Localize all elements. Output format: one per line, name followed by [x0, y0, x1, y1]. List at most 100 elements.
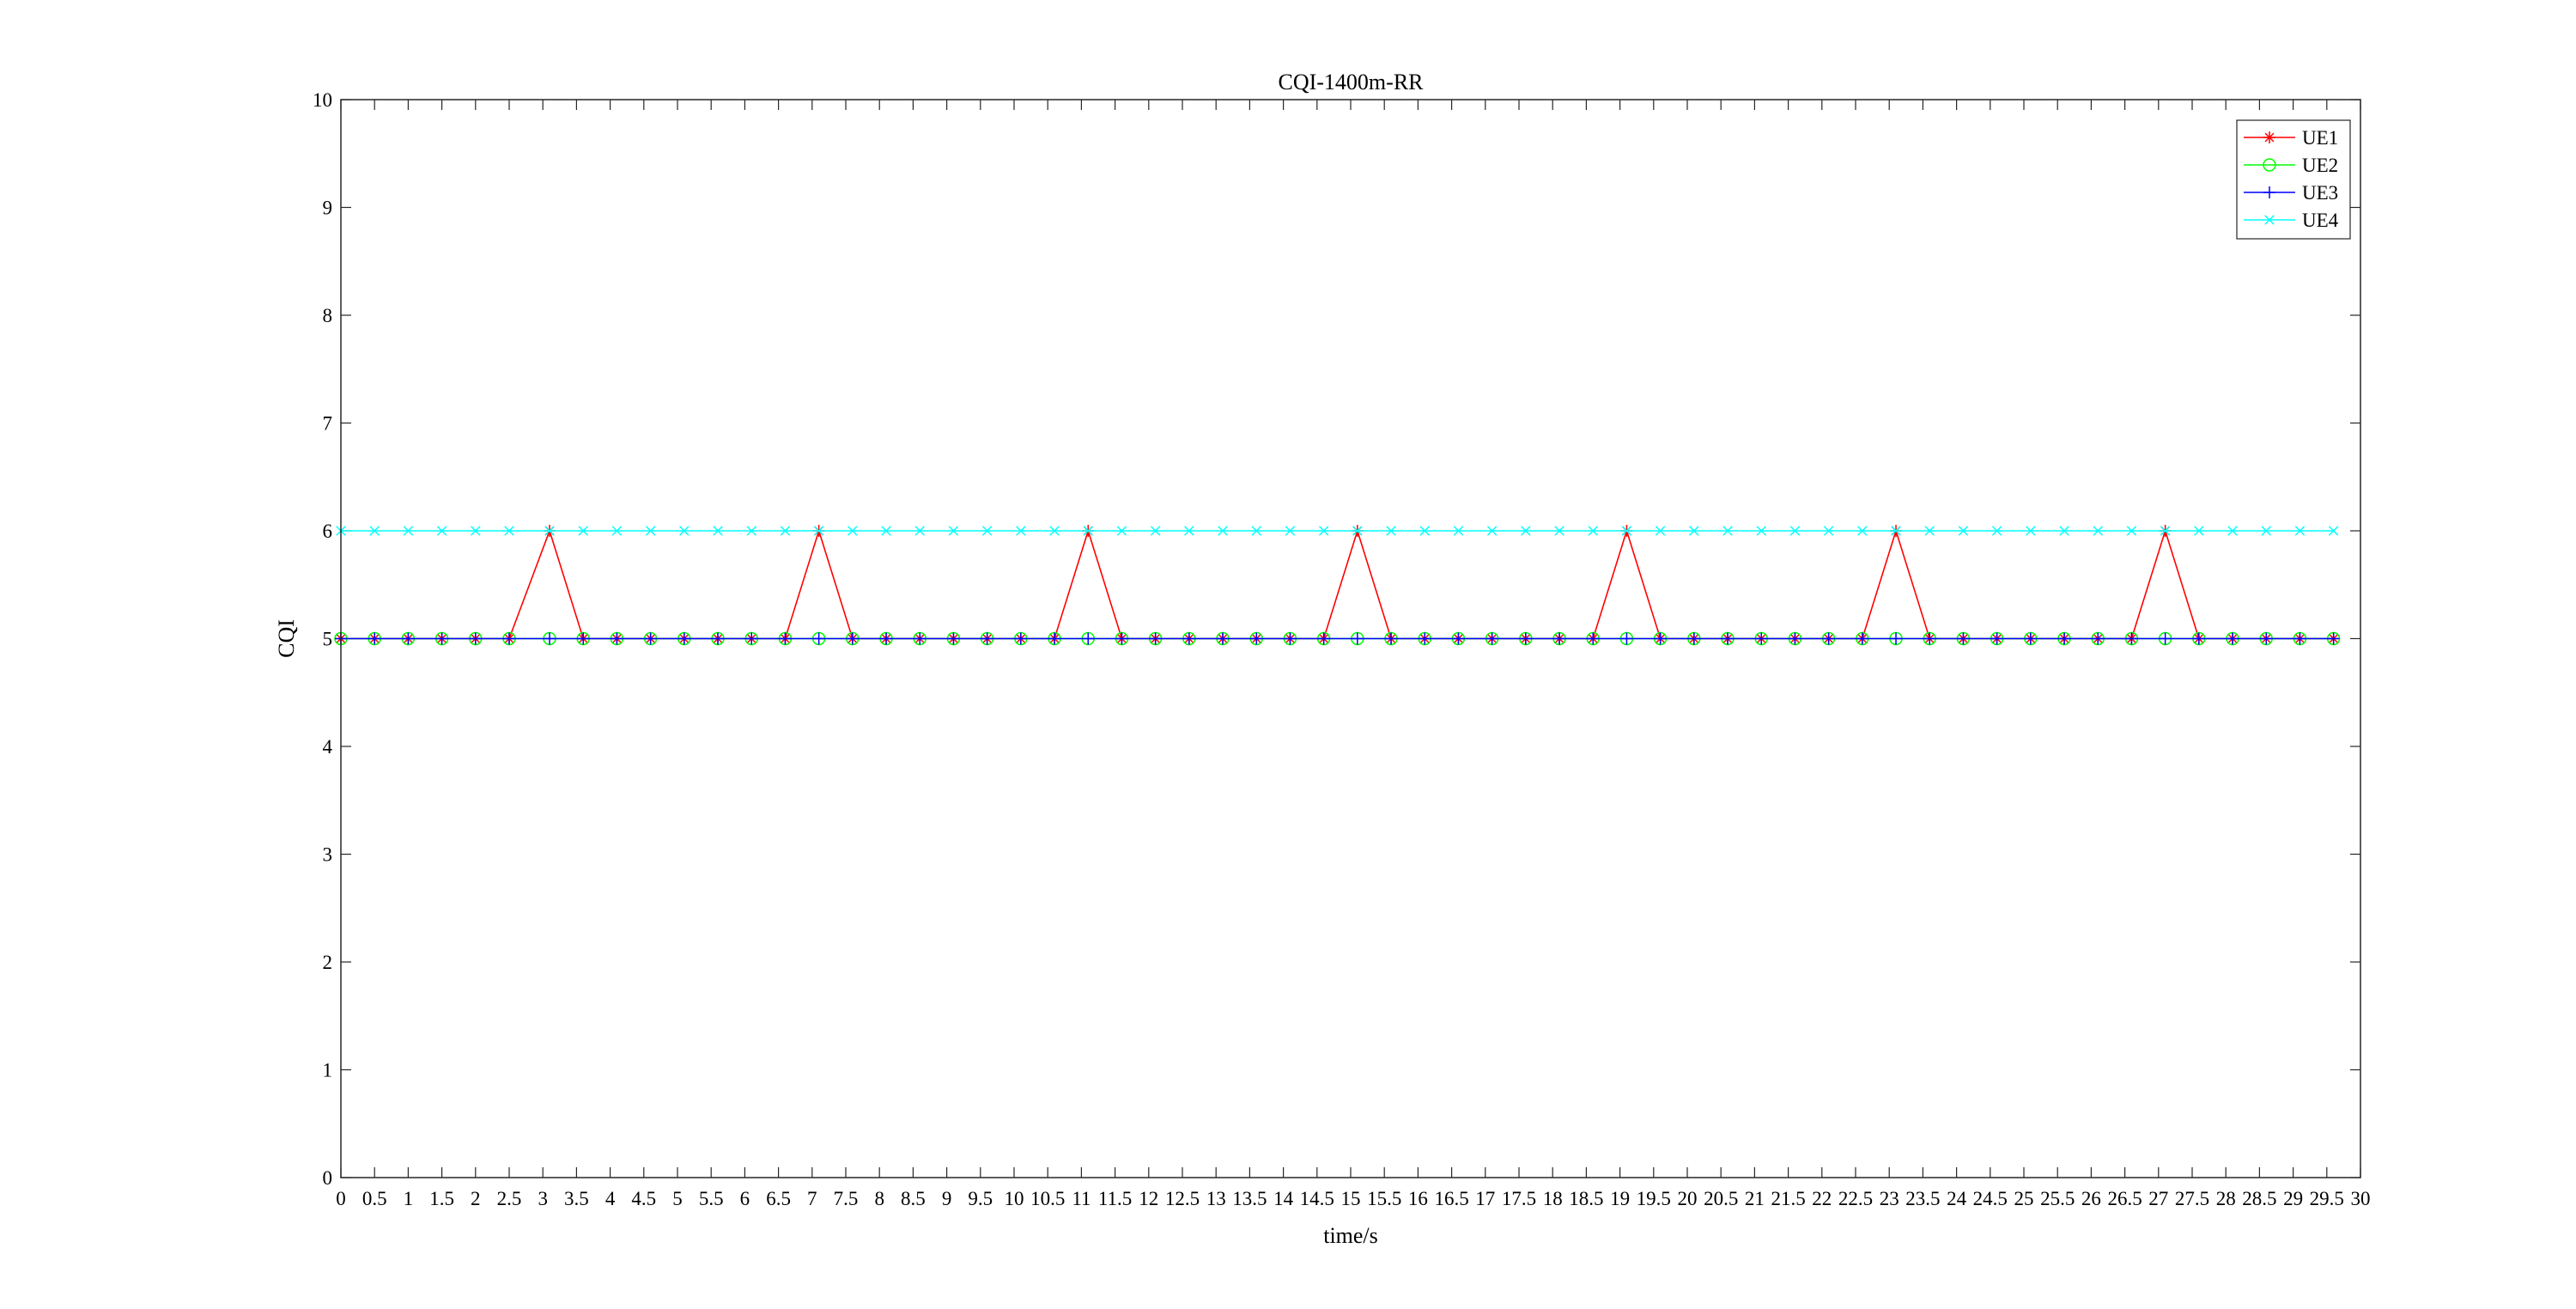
data-point-ue3 — [1654, 632, 1667, 645]
x-tick-label: 20 — [1678, 1188, 1698, 1209]
x-tick-label: 11.5 — [1098, 1188, 1132, 1209]
x-tick-label: 22 — [1812, 1188, 1832, 1209]
data-point-ue4 — [1251, 526, 1262, 536]
data-point-ue4 — [2294, 526, 2306, 536]
x-tick-label: 0 — [336, 1188, 346, 1209]
data-point-ue3 — [1385, 632, 1398, 645]
data-point-ue3 — [1250, 632, 1263, 645]
data-point-ue4 — [1655, 526, 1666, 536]
data-point-ue3 — [981, 632, 993, 645]
data-point-ue4 — [1419, 526, 1431, 536]
legend-entry-ue4: UE4 — [2244, 210, 2339, 231]
x-tick-label: 17 — [1475, 1188, 1495, 1209]
data-point-ue4 — [1049, 526, 1060, 536]
data-point-ue4 — [914, 526, 926, 536]
data-point-ue3 — [2227, 632, 2239, 645]
data-point-ue4 — [981, 526, 993, 536]
x-tick-label: 12.5 — [1165, 1188, 1200, 1209]
x-tick-label: 10.5 — [1030, 1188, 1065, 1209]
x-tick-label: 25.5 — [2040, 1188, 2075, 1209]
legend-marker-ue4 — [2264, 215, 2275, 225]
x-tick-label: 4.5 — [631, 1188, 656, 1209]
data-point-ue3 — [1284, 632, 1297, 645]
data-point-ue4 — [2261, 526, 2272, 536]
legend: UE1 UE2 UE3 UE4 — [2236, 119, 2351, 240]
data-point-ue4 — [436, 526, 447, 536]
data-point-ue3 — [1587, 632, 1600, 645]
y-tick-label: 6 — [323, 521, 333, 542]
data-point-ue3 — [1856, 632, 1868, 645]
series-ue3 — [335, 632, 2340, 645]
data-point-ue4 — [1150, 526, 1161, 536]
legend-marker-ue3 — [2263, 186, 2275, 198]
data-point-ue4 — [1453, 526, 1464, 536]
data-point-ue4 — [1924, 526, 1935, 536]
data-point-ue4 — [1521, 526, 1531, 536]
y-axis-label: CQI — [274, 619, 299, 658]
x-tick-label: 19.5 — [1637, 1188, 1671, 1209]
data-point-ue4 — [1689, 526, 1699, 536]
data-point-ue3 — [1755, 632, 1768, 645]
data-point-ue3 — [846, 632, 859, 645]
data-point-ue3 — [1923, 632, 1936, 645]
data-point-ue4 — [1588, 526, 1599, 536]
y-tick-label: 3 — [323, 844, 333, 866]
x-tick-label: 9.5 — [968, 1188, 993, 1209]
x-tick-label: 8.5 — [901, 1188, 926, 1209]
data-point-ue3 — [712, 632, 725, 645]
data-point-ue3 — [1082, 632, 1095, 645]
data-point-ue3 — [2192, 632, 2205, 645]
x-tick-label: 18 — [1543, 1188, 1563, 1209]
chart-title: CQI-1400m-RR — [1279, 70, 1425, 94]
data-point-ue3 — [1317, 632, 1330, 645]
series-layer — [334, 525, 2341, 646]
data-point-ue3 — [1452, 632, 1465, 645]
data-point-ue3 — [1722, 632, 1735, 645]
x-tick-label: 1.5 — [429, 1188, 454, 1209]
data-point-ue4 — [1756, 526, 1767, 536]
x-tick-label: 23 — [1880, 1188, 1899, 1209]
x-tick-label: 20.5 — [1704, 1188, 1738, 1209]
legend-entry-ue3: UE3 — [2244, 182, 2338, 204]
data-point-ue4 — [504, 526, 514, 536]
y-tick-label: 5 — [323, 629, 333, 650]
x-tick-label: 15.5 — [1367, 1188, 1401, 1209]
x-tick-label: 23.5 — [1905, 1188, 1940, 1209]
data-point-ue3 — [1182, 632, 1195, 645]
x-tick-label: 22.5 — [1838, 1188, 1873, 1209]
x-tick-label: 16.5 — [1434, 1188, 1468, 1209]
x-tick-label: 21.5 — [1771, 1188, 1805, 1209]
x-tick-label: 10 — [1005, 1188, 1024, 1209]
data-point-ue3 — [2058, 632, 2071, 645]
x-tick-label: 29.5 — [2310, 1188, 2344, 1209]
data-point-ue3 — [1789, 632, 1801, 645]
data-point-ue4 — [1352, 526, 1363, 536]
data-point-ue4 — [1891, 526, 1901, 536]
data-point-ue4 — [1621, 526, 1632, 536]
data-point-ue4 — [1083, 526, 1094, 536]
x-tick-label: 11 — [1072, 1188, 1091, 1209]
data-point-ue3 — [1351, 632, 1364, 645]
data-point-ue4 — [746, 526, 757, 536]
data-point-ue4 — [1386, 526, 1396, 536]
data-point-ue3 — [402, 632, 415, 645]
data-point-ue3 — [1890, 632, 1903, 645]
data-point-ue4 — [2160, 526, 2171, 536]
x-tick-label: 18.5 — [1569, 1188, 1603, 1209]
data-point-ue4 — [881, 526, 891, 536]
data-point-ue4 — [2227, 526, 2238, 536]
data-point-ue3 — [1687, 632, 1700, 645]
y-tick-label: 7 — [323, 413, 333, 435]
data-point-ue4 — [369, 526, 380, 536]
legend-entry-ue2: UE2 — [2244, 155, 2338, 176]
data-point-ue3 — [644, 632, 657, 645]
y-tick-label: 1 — [323, 1060, 333, 1081]
data-point-ue3 — [1620, 632, 1633, 645]
data-point-ue3 — [1957, 632, 1970, 645]
data-point-ue3 — [2125, 632, 2138, 645]
data-point-ue3 — [880, 632, 893, 645]
data-point-ue4 — [1486, 526, 1498, 536]
x-tick-label: 24.5 — [1973, 1188, 2008, 1209]
x-tick-label: 7.5 — [834, 1188, 859, 1209]
